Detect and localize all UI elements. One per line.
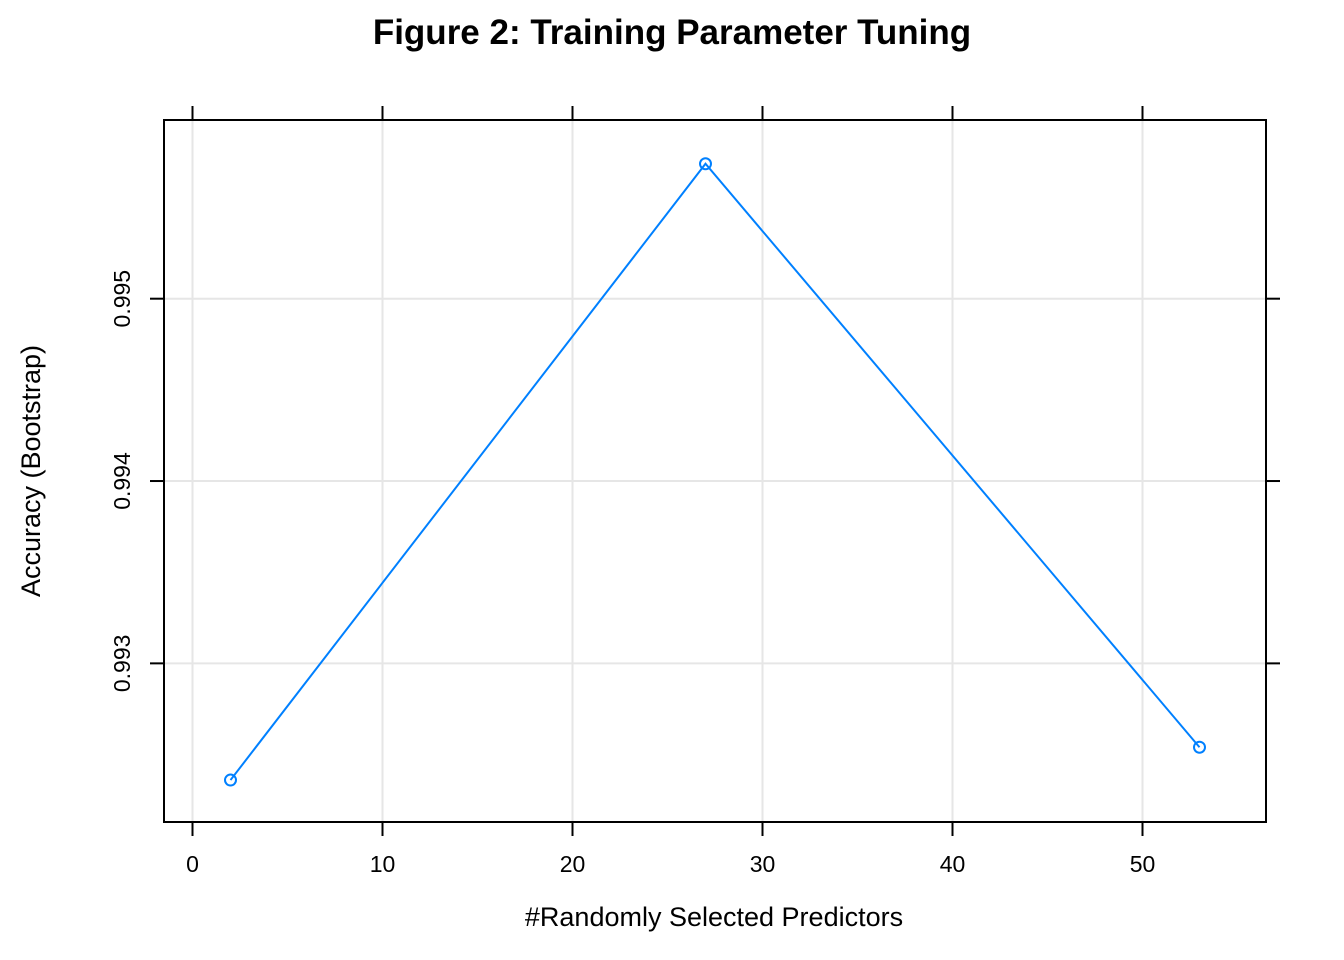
data-point [224,773,237,787]
y-tick-label: 0.995 [109,270,135,328]
x-tick-label: 40 [940,851,966,877]
series-line [229,162,1201,781]
data-point [699,157,712,171]
x-tick-label: 0 [186,851,199,877]
grid [164,120,1266,822]
series-layer [224,157,1206,787]
x-tick-label: 10 [370,851,396,877]
x-tick-label: 30 [750,851,776,877]
plot-frame [163,119,1267,823]
y-tick-label: 0.993 [109,635,135,693]
data-point [1193,740,1206,754]
chart-title: Figure 2: Training Parameter Tuning [373,13,971,52]
tick-layer: 0 10 20 30 40 50 0.993 0.994 0.995 [109,106,1280,877]
y-tick-label: 0.994 [109,452,135,510]
x-tick-label: 20 [560,851,586,877]
x-tick-label: 50 [1130,851,1156,877]
y-axis-label: Accuracy (Bootstrap) [16,345,46,597]
x-axis-label: #Randomly Selected Predictors [525,902,903,932]
